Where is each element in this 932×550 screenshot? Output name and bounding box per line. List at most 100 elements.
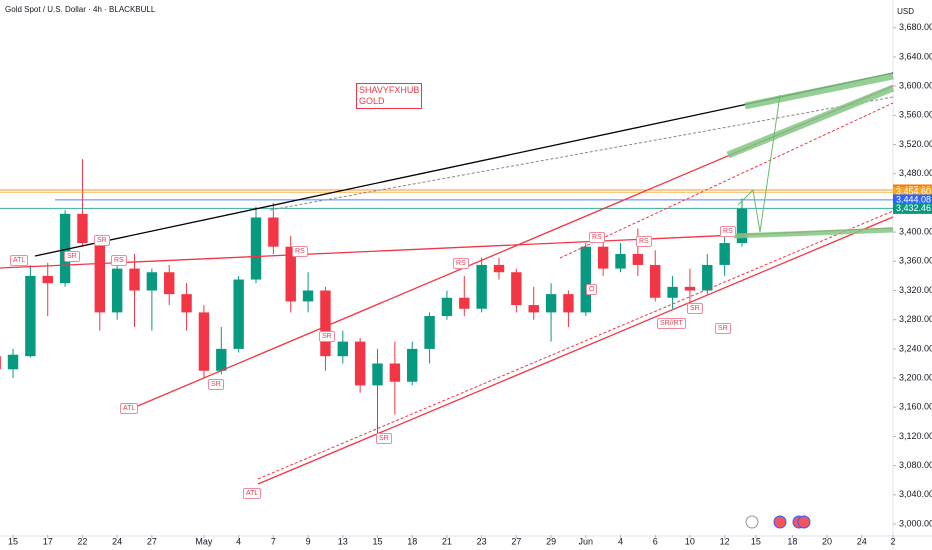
candle-body [146,272,158,291]
x-tick-label: 22 [77,536,87,546]
y-tick-label: 3,080.00 [899,460,932,470]
candle-body [441,297,453,317]
candle-body [25,275,36,357]
x-tick-label: 2 [890,536,895,546]
x-tick-label: 15 [8,536,18,546]
y-tick-label: 3,280.00 [899,314,932,324]
candle-body [476,264,487,309]
x-tick-label: 15 [751,536,761,546]
candle-body [164,272,175,295]
candle-body [77,213,88,244]
candle-body [459,297,470,309]
candle-body [615,253,626,269]
candle-body [233,279,244,349]
channel-line [559,102,894,259]
candle-body [702,264,713,291]
x-tick-label: 18 [407,536,417,546]
x-tick-label: 9 [306,536,311,546]
candle-body [216,348,227,371]
x-tick-label: May [195,536,213,546]
x-tick-label: 27 [147,536,157,546]
x-tick-label: 15 [372,536,382,546]
chart-title: Gold Spot / U.S. Dollar · 4h · BLACKBULL [5,5,156,14]
chart-label: SR [376,433,392,444]
x-tick-label: 18 [787,536,797,546]
y-tick-label: 3,040.00 [899,489,932,499]
y-tick-label: 3,000.00 [899,518,932,528]
candle-body [389,363,401,382]
event-icon [773,515,787,529]
y-tick-label: 3,240.00 [899,343,932,353]
x-tick-label: 13 [338,536,348,546]
candle-body [250,217,262,280]
event-icon [745,515,759,529]
candle-body [736,208,748,244]
candle-body [424,316,435,349]
price-tag-label: 3,444.08 [896,194,931,204]
candle-body [719,243,730,265]
candle-body [354,341,366,386]
candle-body [59,213,71,284]
y-tick-label: 3,640.00 [899,51,932,61]
y-tick-label: 3,600.00 [899,81,932,91]
price-tag-label: 3,454.60 [896,187,931,197]
brand-line: GOLD [359,96,385,106]
x-tick-label: 24 [857,536,867,546]
y-tick-label: 3,200.00 [899,372,932,382]
candle-body [650,264,661,298]
x-tick-label: 21 [442,536,452,546]
candle-body [198,312,210,371]
x-tick-label: 27 [511,536,521,546]
candle-body [268,217,279,247]
candle-body [337,341,349,357]
price-tag [893,194,932,206]
currency: USD [897,7,914,16]
candle-body [597,246,609,269]
chart-label: SR [319,331,335,342]
chart-label: RS [111,255,127,266]
brand-line: SHAVYFXHUB [359,85,420,95]
x-tick-label: 12 [720,536,730,546]
chart-label: SR [94,235,110,246]
y-tick-label: 3,160.00 [899,402,932,412]
x-tick-label: 10 [685,536,695,546]
support-zone [733,227,894,239]
candle-body [580,246,591,313]
candle-body [42,275,53,284]
x-tick-label: 6 [653,536,658,546]
candle-body [302,290,314,302]
target-zone [744,72,894,110]
channel-line [257,216,894,485]
candle-body [667,286,678,298]
target-zone [726,84,895,159]
candle-body [493,264,505,273]
chart-label: RS [453,258,469,269]
chart-label: SR [687,303,703,314]
x-tick-label: 7 [271,536,276,546]
chart-label: RS [636,236,652,247]
y-tick-label: 3,480.00 [899,168,932,178]
x-tick-label: 29 [546,536,556,546]
candle-body [407,348,418,382]
drawings [0,72,895,529]
x-tick-label: 4 [236,536,241,546]
chart-label: ATL [120,403,139,414]
chart-label: SR [208,379,224,390]
candle-body [94,243,106,313]
candle-body [632,253,644,265]
chart-label: ATL [10,255,29,266]
x-tick-label: 23 [477,536,487,546]
candle-body [372,363,383,386]
chart-label: RS [292,246,308,257]
candle-body [528,305,539,313]
chart-label: SR//RT [657,318,686,329]
y-tick-label: 3,120.00 [899,431,932,441]
candle-body [111,268,123,313]
trend-line [269,96,894,211]
candle-body [129,268,140,291]
event-icon [797,515,811,529]
candle-body [181,294,192,313]
chart-label: RS [720,226,736,237]
